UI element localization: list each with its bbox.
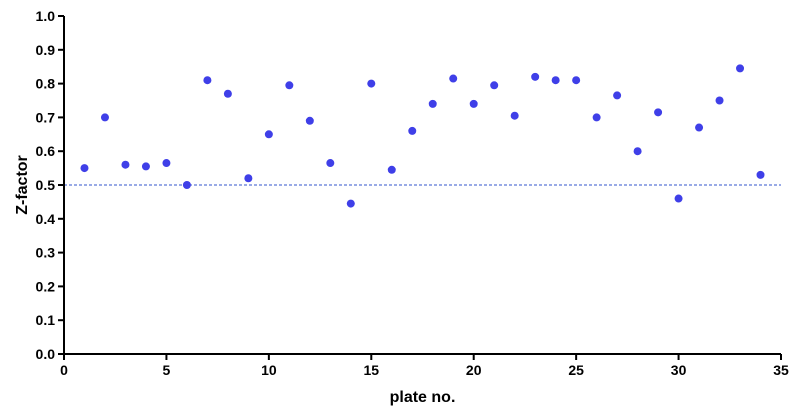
data-point [613,91,622,100]
data-point [387,165,396,174]
y-tick-label: 0.3 [36,245,56,261]
data-point [490,81,499,90]
data-point [531,72,540,81]
data-point [736,64,745,73]
y-tick-label: 0.9 [36,42,56,58]
x-tick-label: 15 [363,362,379,378]
data-point [346,199,355,208]
data-point [182,181,191,189]
data-point [510,111,519,120]
x-tick-label: 10 [261,362,277,378]
y-tick-label: 0.6 [36,143,56,159]
data-point [695,123,704,132]
data-point [80,164,89,173]
y-tick-label: 0.8 [36,76,56,92]
data-point [674,194,683,203]
x-tick-label: 25 [568,362,584,378]
data-point [305,116,314,125]
data-point [326,159,335,168]
data-point [367,79,376,88]
data-point [100,113,109,122]
data-point [428,99,437,108]
data-point [285,81,294,90]
data-point [162,159,171,168]
data-point [408,126,417,135]
data-point [551,76,560,85]
x-tick-label: 5 [163,362,171,378]
y-axis-label: Z-factor [14,155,31,215]
x-tick-label: 0 [60,362,68,378]
x-tick-label: 20 [466,362,482,378]
y-tick-label: 0.0 [36,346,56,362]
data-point [264,130,273,139]
data-point [469,99,478,108]
data-point [654,108,663,117]
y-tick-label: 0.2 [36,278,56,294]
x-axis-ticks: 0 5 10 15 20 25 30 35 [60,354,789,378]
y-tick-label: 0.7 [36,109,56,125]
data-point [244,174,253,183]
x-tick-label: 30 [671,362,687,378]
data-point [121,160,130,169]
data-points [80,64,765,208]
y-axis-ticks: 0.0 0.1 0.2 0.3 0.4 0.5 0.6 0.7 0.8 0.9 1.0 [36,8,64,362]
data-point [633,147,642,156]
data-point [572,76,581,85]
data-point [203,76,212,85]
data-point [715,96,724,105]
data-point [592,113,601,122]
y-tick-label: 1.0 [36,8,56,24]
data-point [223,89,232,98]
data-point [756,170,765,179]
y-tick-label: 0.4 [36,211,56,227]
y-tick-label: 0.1 [36,312,56,328]
y-tick-label: 0.5 [36,177,56,193]
data-point [449,74,458,83]
x-tick-label: 35 [773,362,789,378]
data-point [141,162,150,171]
x-axis-label: plate no. [390,389,456,406]
